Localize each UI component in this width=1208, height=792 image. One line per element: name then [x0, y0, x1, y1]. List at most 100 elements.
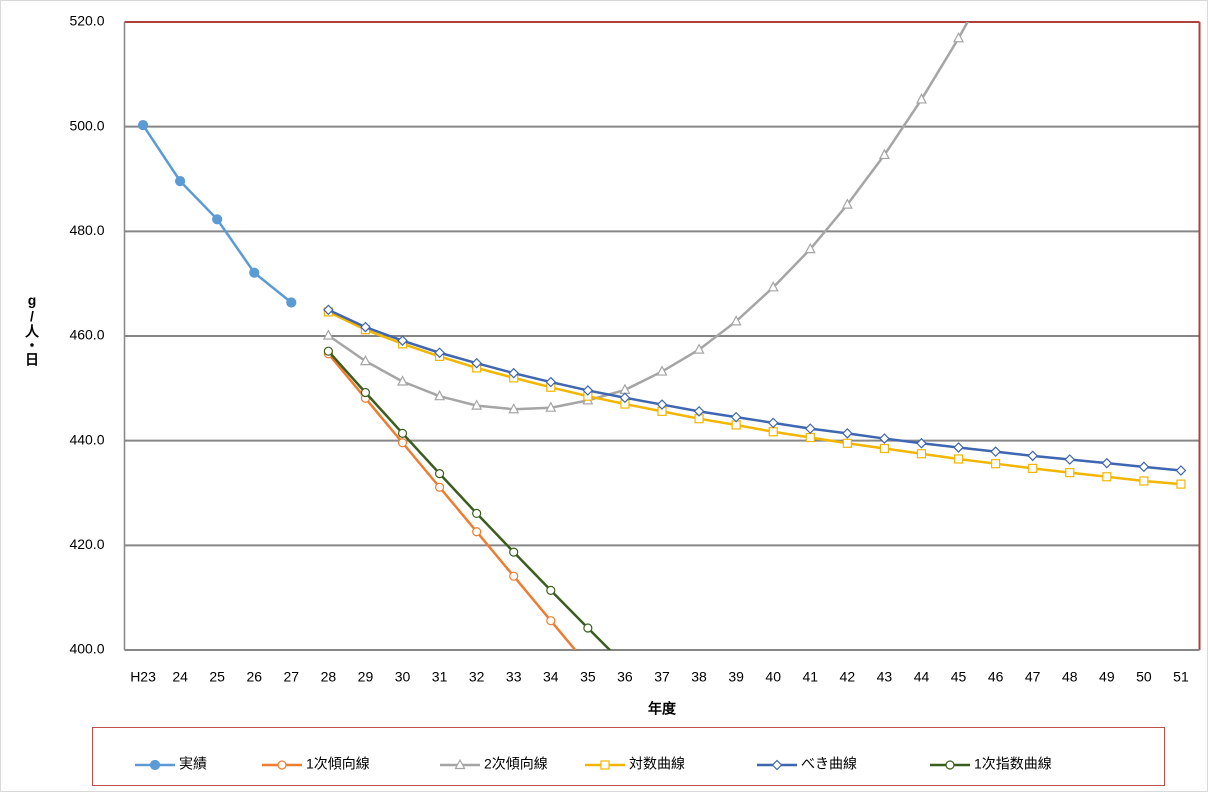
legend-label: 1次指数曲線	[974, 756, 1052, 772]
y-tick-label: 500.0	[69, 117, 104, 133]
data-point	[804, 242, 816, 254]
data-point	[768, 427, 778, 437]
legend-label: べき曲線	[801, 756, 857, 772]
data-point	[693, 406, 705, 417]
data-point	[1064, 454, 1076, 465]
data-point	[583, 623, 593, 633]
x-tick-label: H23	[130, 669, 156, 685]
legend-marker	[600, 760, 610, 770]
data-point	[397, 438, 408, 448]
series-line	[327, 352, 577, 650]
plot-area	[137, 22, 1187, 650]
x-tick-label: 36	[617, 669, 633, 685]
y-tick-label: 400.0	[69, 641, 104, 657]
x-tick-label: 27	[284, 669, 300, 685]
data-point	[397, 428, 408, 438]
data-point	[286, 297, 297, 308]
data-point	[916, 437, 927, 449]
data-point	[508, 367, 520, 379]
data-point	[953, 442, 964, 453]
data-point	[582, 385, 594, 396]
x-tick-label: 25	[209, 669, 225, 685]
x-tick-label: 29	[358, 669, 374, 685]
x-axis-label: 年度	[648, 701, 677, 717]
x-tick-label: 41	[802, 669, 818, 685]
x-tick-label: 45	[951, 669, 967, 685]
data-point	[472, 527, 482, 537]
series-line	[327, 308, 1182, 472]
x-tick-label: 28	[321, 669, 337, 685]
data-point	[434, 347, 445, 359]
legend-label: 対数曲線	[629, 756, 685, 772]
data-point	[434, 469, 445, 479]
data-point	[546, 585, 556, 595]
data-point	[656, 365, 668, 376]
legend-marker	[149, 759, 161, 771]
data-point	[249, 267, 260, 278]
data-point	[360, 387, 371, 398]
data-point	[805, 432, 815, 443]
data-point	[360, 321, 371, 333]
data-point	[175, 175, 186, 187]
data-point	[1139, 476, 1149, 486]
data-point	[730, 411, 742, 423]
data-point	[509, 547, 519, 557]
y-tick-label: 420.0	[69, 536, 104, 552]
data-point	[879, 433, 890, 444]
data-point	[323, 346, 333, 356]
data-point	[323, 304, 334, 316]
data-point	[953, 31, 965, 43]
x-tick-label: 43	[877, 669, 893, 685]
data-point	[397, 335, 408, 347]
data-point	[1175, 465, 1187, 476]
data-point	[841, 427, 853, 439]
x-tick-label: 44	[914, 669, 930, 685]
x-tick-label: 31	[432, 669, 448, 685]
data-point	[1027, 450, 1039, 462]
data-point	[953, 454, 964, 464]
data-point	[767, 417, 779, 429]
data-point	[545, 376, 557, 388]
x-tick-label: 51	[1173, 669, 1189, 685]
x-tick-label: 35	[580, 669, 596, 685]
data-point	[322, 329, 334, 340]
data-point	[619, 392, 631, 404]
data-point	[434, 389, 446, 401]
x-tick-label: 49	[1099, 669, 1115, 685]
data-point	[137, 119, 149, 131]
data-point	[693, 343, 705, 354]
data-point	[1065, 467, 1075, 478]
x-tick-label: 47	[1025, 669, 1041, 685]
data-point	[841, 198, 853, 209]
data-point	[804, 423, 816, 434]
data-point	[915, 93, 927, 104]
legend-box	[92, 727, 1165, 786]
y-axis-label: g/人・日	[24, 292, 40, 366]
legend-marker	[454, 758, 466, 770]
x-tick-label: 50	[1136, 669, 1152, 685]
data-point	[842, 438, 852, 448]
legend-marker	[945, 760, 955, 770]
legend-marker	[771, 759, 783, 771]
x-tick-label: 30	[395, 669, 411, 685]
data-point	[991, 459, 1001, 469]
data-point	[916, 449, 927, 459]
x-tick-label: 39	[728, 669, 744, 685]
data-point	[1102, 472, 1112, 482]
data-point	[434, 482, 445, 492]
x-tick-label: 37	[654, 669, 670, 685]
x-tick-label: 40	[765, 669, 781, 685]
x-tick-label: 33	[506, 669, 522, 685]
x-tick-label: 32	[469, 669, 485, 685]
data-point	[546, 616, 556, 626]
series-line	[327, 310, 1182, 486]
data-point	[212, 214, 223, 225]
data-point	[990, 446, 1001, 458]
data-point	[1101, 457, 1113, 469]
x-tick-label: 34	[543, 669, 559, 685]
data-point	[545, 401, 557, 412]
legend-marker	[277, 760, 287, 770]
y-tick-label: 460.0	[69, 327, 104, 343]
